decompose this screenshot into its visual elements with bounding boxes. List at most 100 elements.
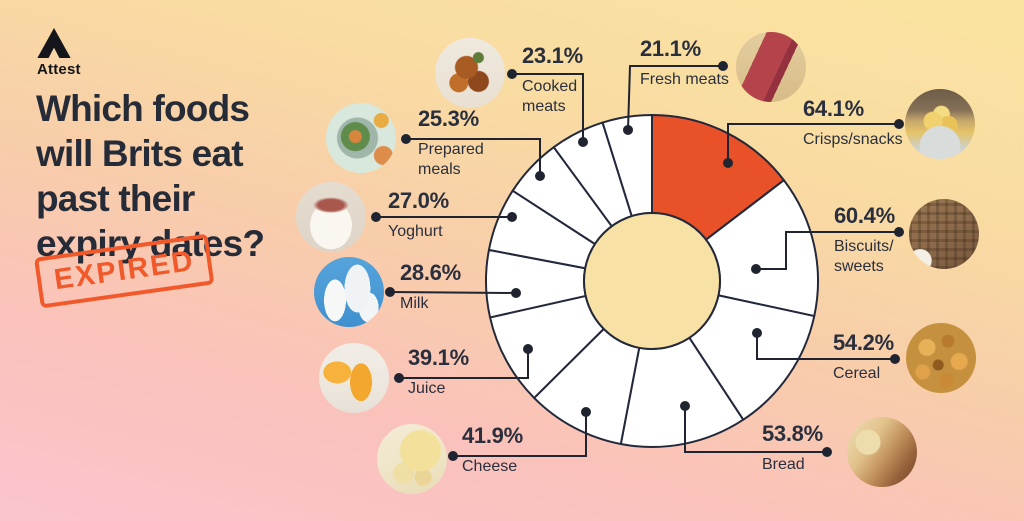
connector-dot	[752, 328, 762, 338]
connector-fresh-meats	[623, 61, 728, 135]
page-title: Which foods will Brits eat past their ex…	[36, 86, 265, 266]
category-label: Milk	[400, 294, 461, 314]
label-cheese: 41.9% Cheese	[462, 423, 523, 477]
label-biscuits: 60.4% Biscuits/sweets	[834, 203, 895, 277]
category-label: Cooked meats	[522, 77, 583, 117]
connector-cooked-meats	[507, 69, 588, 147]
value-label: 21.1%	[640, 36, 701, 61]
connector-prepared-meals	[401, 134, 545, 181]
connector-biscuits	[751, 227, 904, 274]
cheese-photo	[377, 424, 447, 494]
category-label: Bread	[762, 455, 823, 475]
label-bread: 53.8% Bread	[762, 421, 823, 475]
value-label: 28.6%	[400, 260, 461, 285]
label-fresh-meats: 21.1% Fresh meats	[640, 36, 729, 90]
value-label: 60.4%	[834, 203, 895, 228]
title-line: expiry dates?	[36, 223, 265, 264]
category-label: Juice	[408, 379, 469, 399]
label-yoghurt: 27.0% Yoghurt	[388, 188, 449, 242]
orange-juice-photo	[319, 343, 389, 413]
category-label: Fresh meats	[640, 70, 729, 90]
category-label-line: Prepared	[418, 141, 484, 158]
category-label: Cereal	[833, 364, 894, 384]
connector-dot	[822, 447, 832, 457]
connector-dot	[385, 287, 395, 297]
category-label: Crisps/snacks	[803, 130, 903, 150]
connector-dot	[511, 288, 521, 298]
connector-dot	[718, 61, 728, 71]
value-label: 27.0%	[388, 188, 449, 213]
connector-dot	[623, 125, 633, 135]
donut-hole	[583, 212, 721, 350]
value-label: 39.1%	[408, 345, 469, 370]
label-cooked-meats: 23.1% Cooked meats	[522, 43, 583, 117]
cereal-flakes-photo	[906, 323, 976, 393]
fresh-meat-photo	[736, 32, 806, 102]
crisps-bowl-photo	[905, 89, 975, 159]
title-line: Which foods	[36, 88, 250, 129]
label-crisps: 64.1% Crisps/snacks	[803, 96, 903, 150]
connector-dot	[507, 69, 517, 79]
value-label: 53.8%	[762, 421, 823, 446]
category-label-line: meats	[522, 98, 566, 115]
category-label-line: Fresh meats	[640, 71, 729, 88]
category-label-line: Cooked	[522, 78, 578, 95]
category-label: Cheese	[462, 457, 523, 477]
connector-dot	[448, 451, 458, 461]
connector-dot	[394, 373, 404, 383]
value-label: 54.2%	[833, 330, 894, 355]
attest-logo-icon	[37, 28, 71, 58]
label-juice: 39.1% Juice	[408, 345, 469, 399]
connector-crisps	[723, 119, 904, 168]
category-label: Yoghurt	[388, 222, 449, 242]
connector-cereal	[752, 328, 900, 364]
category-label-line: Biscuits/	[834, 238, 894, 255]
title-line: past their	[36, 178, 195, 219]
category-label-line: Bread	[762, 456, 805, 473]
connector-dot	[401, 134, 411, 144]
connector-bread	[680, 401, 832, 457]
title-line: will Brits eat	[36, 133, 244, 174]
yoghurt-photo	[296, 182, 366, 252]
connector-dot	[578, 137, 588, 147]
biscuit-photo	[909, 199, 979, 269]
label-prepared-meals: 25.3% Prepared meals	[418, 106, 484, 180]
connector-dot	[894, 227, 904, 237]
category-label-line: Crisps/snacks	[803, 131, 903, 148]
connector-dot	[371, 212, 381, 222]
prepared-meal-photo	[326, 103, 396, 173]
label-cereal: 54.2% Cereal	[833, 330, 894, 384]
cooked-meats-photo	[435, 38, 505, 108]
category-label-line: sweets	[834, 258, 884, 275]
category-label-line: Cereal	[833, 365, 881, 382]
connector-dot	[680, 401, 690, 411]
category-label-line: Milk	[400, 295, 429, 312]
value-label: 41.9%	[462, 423, 523, 448]
connector-dot	[581, 407, 591, 417]
connector-juice	[394, 344, 533, 383]
category-label-line: Juice	[408, 380, 446, 397]
label-milk: 28.6% Milk	[400, 260, 461, 314]
connector-dot	[751, 264, 761, 274]
brand-block: Attest	[37, 28, 81, 78]
connector-cheese	[448, 407, 591, 461]
value-label: 64.1%	[803, 96, 864, 121]
category-label: Prepared meals	[418, 140, 484, 180]
connector-dot	[523, 344, 533, 354]
connector-dot	[890, 354, 900, 364]
connector-yoghurt	[371, 212, 517, 222]
category-label-line: Yoghurt	[388, 223, 443, 240]
connector-dot	[535, 171, 545, 181]
category-label-line: meals	[418, 161, 461, 178]
bread-loaf-photo	[847, 417, 917, 487]
connector-milk	[385, 287, 521, 298]
connector-dot	[723, 158, 733, 168]
value-label: 25.3%	[418, 106, 479, 131]
category-label-line: Cheese	[462, 458, 518, 475]
connector-dot	[894, 119, 904, 129]
connector-dot	[507, 212, 517, 222]
value-label: 23.1%	[522, 43, 583, 68]
milk-bottles-photo	[314, 257, 384, 327]
